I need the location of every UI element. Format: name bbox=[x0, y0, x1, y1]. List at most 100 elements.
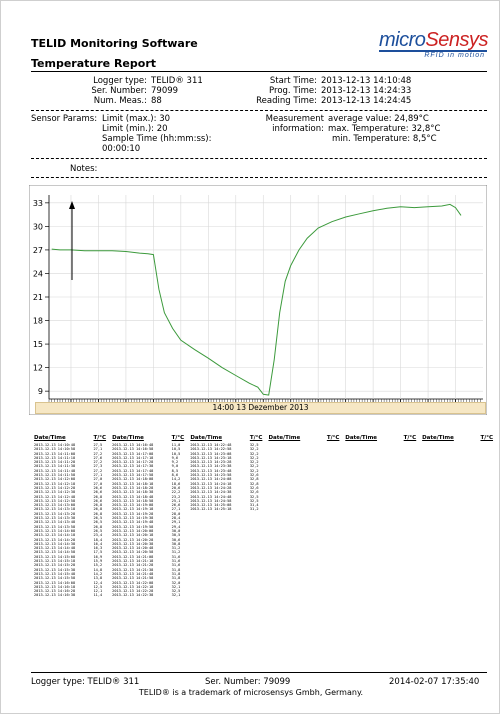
trademark-note: TELID® is a trademark of microsensys Gmb… bbox=[138, 688, 364, 697]
table-cell-datetime: 2013-12-13 14:13:38 bbox=[34, 516, 76, 521]
y-tick-label: 30 bbox=[33, 222, 43, 231]
table-cell-datetime: 2013-12-13 14:17:18 bbox=[112, 455, 154, 460]
table-cell-temp: 26,6 bbox=[93, 485, 103, 490]
table-row: 2013-12-13 14:15:08 16,9 2013-12-13 14:21:… bbox=[34, 555, 499, 559]
title-rule bbox=[31, 71, 487, 72]
sample-time-label: Sample Time (hh:mm:ss): bbox=[102, 134, 212, 144]
table-header-cell: Date/Time bbox=[345, 435, 378, 441]
table-row: 2013-12-13 14:13:38 26,5 2013-12-13 14:19:… bbox=[34, 516, 499, 520]
table-cell-temp: 32,2 bbox=[249, 468, 259, 473]
table-cell-datetime: 2013-12-13 14:20:48 bbox=[112, 546, 154, 551]
chart-grid bbox=[45, 195, 483, 400]
table-cell-datetime: 2013-12-13 14:15:38 bbox=[34, 567, 76, 572]
table-cell-temp: 31,4 bbox=[249, 503, 259, 508]
logo-swoosh bbox=[379, 50, 487, 52]
table-cell-datetime: 2013-12-13 14:13:28 bbox=[34, 511, 76, 516]
table-cell-datetime: 2013-12-13 14:13:18 bbox=[34, 507, 76, 512]
table-cell-datetime: 2013-12-13 14:12:18 bbox=[34, 481, 76, 486]
table-cell-datetime: 2013-12-13 14:16:58 bbox=[112, 447, 154, 452]
table-cell-datetime: 2013-12-13 14:18:48 bbox=[112, 494, 154, 499]
table-cell-datetime: 2013-12-13 14:23:58 bbox=[190, 473, 232, 478]
table-cell-datetime: 2013-12-13 14:21:58 bbox=[112, 576, 154, 581]
footer-print-date: 2014-02-07 17:35:40 bbox=[389, 677, 480, 687]
table-cell-datetime: 2013-12-13 14:20:38 bbox=[112, 541, 154, 546]
serial-value: 79099 bbox=[151, 86, 179, 96]
table-header-cell: Date/Time bbox=[34, 435, 66, 441]
table-cell-temp: 28,0 bbox=[171, 511, 181, 516]
table-row: 2013-12-13 14:14:48 16,3 2013-12-13 14:20:… bbox=[34, 546, 499, 550]
table-row: 2013-12-13 14:11:58 27,1 2013-12-13 14:17:… bbox=[34, 473, 499, 477]
table-cell-datetime: 2013-12-13 14:19:08 bbox=[112, 503, 154, 508]
table-cell-temp: 27,1 bbox=[93, 473, 103, 478]
table-cell-datetime: 2013-12-13 14:16:08 bbox=[34, 580, 76, 585]
table-cell-temp: 9,6 bbox=[171, 455, 179, 460]
table-cell-temp: 27,1 bbox=[171, 507, 181, 512]
table-cell-temp: 8,5 bbox=[171, 468, 179, 473]
table-cell-datetime: 2013-12-13 14:19:28 bbox=[112, 511, 154, 516]
table-cell-temp: 9,0 bbox=[171, 464, 179, 469]
table-cell-temp bbox=[480, 593, 499, 597]
table-row: 2013-12-13 14:14:28 18,4 2013-12-13 14:20:… bbox=[34, 538, 499, 542]
table-row: 2013-12-13 14:12:08 27,0 2013-12-13 14:18:… bbox=[34, 477, 499, 481]
table-cell-datetime: 2013-12-13 14:17:08 bbox=[112, 451, 154, 456]
table-cell-temp: 31,8 bbox=[171, 576, 181, 581]
y-tick-label: 12 bbox=[33, 364, 43, 373]
table-cell-temp: 30,6 bbox=[171, 537, 181, 542]
table-cell-temp: 28,4 bbox=[171, 516, 181, 521]
table-cell-datetime: 2013-12-13 14:18:38 bbox=[112, 490, 154, 495]
table-cell-datetime: 2013-12-13 14:14:08 bbox=[34, 528, 76, 533]
table-row: 2013-12-13 14:16:38 11,4 2013-12-13 14:22:… bbox=[34, 593, 499, 597]
table-row: 2013-12-13 14:13:18 26,8 2013-12-13 14:19:… bbox=[34, 507, 499, 511]
table-cell-temp: 32,8 bbox=[249, 481, 259, 486]
table-row: 2013-12-13 14:15:38 14,8 2013-12-13 14:21:… bbox=[34, 568, 499, 572]
table-cell-temp: 23,4 bbox=[93, 533, 103, 538]
y-tick-label: 15 bbox=[33, 340, 43, 349]
table-row: 2013-12-13 14:11:18 27,6 2013-12-13 14:17:… bbox=[34, 456, 499, 460]
table-row: 2013-12-13 14:11:08 27,2 2013-12-13 14:17:… bbox=[34, 452, 499, 456]
table-cell-datetime: 2013-12-13 14:12:48 bbox=[34, 494, 76, 499]
sensor-params: Limit (max.): 30 Limit (min.): 20 Sample… bbox=[102, 114, 212, 154]
table-cell-temp: 26,8 bbox=[93, 507, 103, 512]
limit-min-value: 20 bbox=[156, 124, 168, 134]
table-cell-temp: 31,6 bbox=[171, 563, 181, 568]
table-cell-datetime: 2013-12-13 14:19:18 bbox=[112, 507, 154, 512]
table-cell-temp: 18,6 bbox=[171, 481, 181, 486]
table-cell-datetime: 2013-12-13 14:11:48 bbox=[34, 468, 76, 473]
table-row: 2013-12-13 14:15:48 14,2 2013-12-13 14:21:… bbox=[34, 572, 499, 576]
table-cell-datetime: 2013-12-13 14:15:48 bbox=[34, 571, 76, 576]
app-title: TELID Monitoring Software bbox=[31, 37, 198, 50]
table-cell-datetime: 2013-12-13 14:14:38 bbox=[34, 541, 76, 546]
table-cell-temp: 27,2 bbox=[93, 468, 103, 473]
table-cell-temp: 17,5 bbox=[93, 550, 103, 555]
table-cell-temp: 27,1 bbox=[93, 447, 103, 452]
table-cell-datetime: 2013-12-13 14:11:58 bbox=[34, 473, 76, 478]
table-cell-datetime: 2013-12-13 14:16:38 bbox=[34, 593, 76, 598]
table-row: 2013-12-13 14:14:58 17,5 2013-12-13 14:20:… bbox=[34, 550, 499, 554]
limit-max-value: 30 bbox=[159, 114, 171, 124]
table-cell-temp: 16,4 bbox=[93, 541, 103, 546]
y-tick-label: 27 bbox=[33, 246, 43, 255]
table-cell-temp: 31,2 bbox=[171, 546, 181, 551]
table-cell-datetime: 2013-12-13 14:23:18 bbox=[190, 455, 232, 460]
table-cell-temp: 9,2 bbox=[171, 460, 179, 465]
table-cell-temp: 31,2 bbox=[249, 507, 259, 512]
table-cell-temp: 32,2 bbox=[249, 460, 259, 465]
table-cell-temp: 14,2 bbox=[93, 571, 103, 576]
y-tick-label: 18 bbox=[33, 317, 43, 326]
table-cell-datetime: 2013-12-13 14:22:18 bbox=[112, 584, 154, 589]
time-info: Start Time: 2013-12-13 14:10:48 Prog. Tim… bbox=[241, 76, 411, 106]
logger-type-label: Logger type: bbox=[93, 76, 147, 86]
table-cell-temp: 30,8 bbox=[171, 541, 181, 546]
table-cell-temp bbox=[250, 593, 269, 597]
table-cell-datetime: 2013-12-13 14:22:38 bbox=[112, 593, 154, 598]
table-cell-datetime: 2013-12-13 14:19:48 bbox=[112, 520, 154, 525]
table-cell-datetime: 2013-12-13 14:11:18 bbox=[34, 455, 76, 460]
table-cell-temp: 26,5 bbox=[93, 520, 103, 525]
limit-max-label: Limit (max.): bbox=[102, 114, 157, 124]
table-row: 2013-12-13 14:14:08 26,5 2013-12-13 14:20:… bbox=[34, 529, 499, 533]
table-cell-datetime: 2013-12-13 14:11:08 bbox=[34, 451, 76, 456]
table-cell-datetime: 2013-12-13 14:20:58 bbox=[112, 550, 154, 555]
table-cell-temp: 32,5 bbox=[171, 589, 181, 594]
table-header-cell: T/°C bbox=[403, 435, 417, 441]
section-divider bbox=[31, 158, 487, 159]
